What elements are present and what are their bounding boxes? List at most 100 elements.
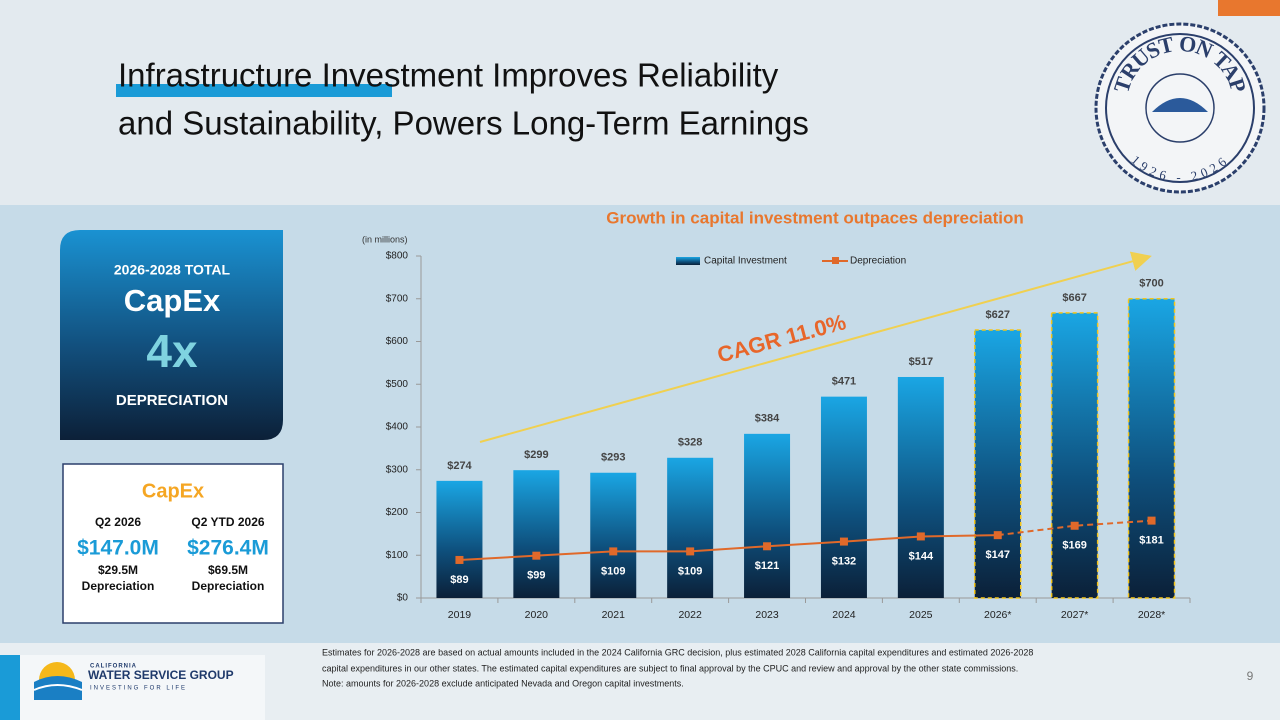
line-value-label: $121 <box>755 560 779 572</box>
bar-value-label: $471 <box>832 376 856 388</box>
bar <box>820 396 867 598</box>
card-depreciation-label: Depreciation <box>82 579 155 593</box>
x-tick-label: 2023 <box>755 609 779 621</box>
line-marker <box>916 532 925 541</box>
legend-swatch <box>676 257 700 265</box>
line-marker <box>839 537 848 546</box>
bar <box>974 329 1022 599</box>
logo-tagline: INVESTING FOR LIFE <box>90 686 187 692</box>
card-depreciation-label: Depreciation <box>192 579 265 593</box>
legend-label: Capital Investment <box>704 256 787 267</box>
line-value-label: $169 <box>1062 540 1086 552</box>
line-value-label: $147 <box>986 549 1010 561</box>
bar-value-label: $700 <box>1139 278 1163 290</box>
seal-sun <box>1152 98 1208 112</box>
bar <box>667 457 714 598</box>
card-period: Q2 2026 <box>95 515 141 529</box>
line-marker <box>1070 521 1079 530</box>
page-number: 9 <box>1247 669 1254 683</box>
x-tick-label: 2028* <box>1138 609 1165 621</box>
logo-strip <box>0 655 20 720</box>
x-tick-label: 2019 <box>448 609 472 621</box>
line-value-label: $99 <box>527 570 545 582</box>
title-line: Infrastructure Investment Improves Relia… <box>118 57 779 94</box>
logo-wave <box>33 684 83 691</box>
y-tick-label: $400 <box>386 422 409 433</box>
card-period: Q2 YTD 2026 <box>191 515 264 529</box>
bar-value-label: $328 <box>678 437 702 449</box>
seal-ring <box>1105 33 1255 183</box>
x-tick-label: 2024 <box>832 609 856 621</box>
card-title: CapEx <box>142 480 204 502</box>
y-tick-label: $500 <box>386 379 409 390</box>
bar-value-label: $384 <box>755 413 780 425</box>
card-amount: $147.0M <box>77 537 159 560</box>
footnote-line: Note: amounts for 2026-2028 exclude anti… <box>322 678 684 688</box>
title-line: and Sustainability, Powers Long-Term Ear… <box>118 105 809 142</box>
trend-arrow <box>479 251 1152 443</box>
title-highlight <box>116 84 392 97</box>
card-depreciation: $29.5M <box>98 563 138 577</box>
capex-card <box>62 463 284 624</box>
corner-accent <box>1218 0 1280 16</box>
y-tick-label: $600 <box>386 336 409 347</box>
card-columns: Q2 2026 $147.0M $29.5M Depreciation Q2 YTD 2… <box>77 515 269 593</box>
legend-swatch <box>832 257 839 264</box>
bar-value-label: $274 <box>447 460 472 472</box>
y-tick-label: $0 <box>397 593 409 604</box>
logo-region: CALIFORNIA <box>90 664 137 670</box>
box-multiple: 4x <box>146 325 198 377</box>
bar <box>744 433 791 598</box>
box-caption: DEPRECIATION <box>116 392 228 409</box>
chart: Growth in capital investment outpaces de… <box>362 208 1191 621</box>
line-marker <box>763 542 772 551</box>
y-tick-label: $800 <box>386 251 409 262</box>
bar-value-label: $517 <box>909 356 933 368</box>
footnote-line: Estimates for 2026-2028 are based on act… <box>322 647 1033 657</box>
line <box>997 519 1152 537</box>
line-value-label: $132 <box>832 555 856 567</box>
x-tick-label: 2020 <box>525 609 549 621</box>
y-tick-label: $300 <box>386 464 409 475</box>
seal-ring <box>1145 73 1215 143</box>
line-marker <box>1147 516 1156 525</box>
line-marker <box>609 547 618 556</box>
x-tick-label: 2026* <box>984 609 1011 621</box>
line-value-label: $89 <box>450 574 468 586</box>
bar <box>1050 312 1099 599</box>
line <box>459 534 998 561</box>
bar <box>436 480 483 598</box>
highlight-box <box>60 230 283 440</box>
line-value-label: $181 <box>1139 535 1163 547</box>
bar <box>897 376 944 598</box>
line-marker <box>455 555 464 564</box>
bar-value-label: $667 <box>1062 292 1086 304</box>
y-unit: (in millions) <box>362 234 408 244</box>
seal: TRUST ON TAP 1926 - 2026 <box>1094 22 1266 194</box>
footnote-line: capital expenditures in our other states… <box>322 663 1018 673</box>
line-marker <box>993 531 1002 540</box>
bar-value-label: $627 <box>986 309 1010 321</box>
chart-title: Growth in capital investment outpaces de… <box>606 208 1024 227</box>
logo-wave <box>34 676 82 700</box>
bar <box>590 472 637 598</box>
line-value-label: $109 <box>601 565 625 577</box>
box-label: 2026-2028 TOTAL <box>114 262 231 278</box>
line-marker <box>532 551 541 560</box>
logo-name: WATER SERVICE GROUP <box>88 668 234 682</box>
card-depreciation: $69.5M <box>208 563 248 577</box>
bar <box>513 470 560 598</box>
bar <box>1127 298 1176 599</box>
line-value-label: $109 <box>678 565 702 577</box>
y-tick-label: $200 <box>386 507 409 518</box>
logo: CALIFORNIA WATER SERVICE GROUP INVESTING… <box>33 662 234 700</box>
box-title: CapEx <box>124 283 221 318</box>
card-amount: $276.4M <box>187 537 269 560</box>
x-tick-label: 2021 <box>602 609 626 621</box>
line-value-label: $144 <box>909 550 934 562</box>
bar-value-label: $293 <box>601 452 625 464</box>
x-tick-label: 2022 <box>678 609 702 621</box>
y-tick-label: $100 <box>386 550 409 561</box>
